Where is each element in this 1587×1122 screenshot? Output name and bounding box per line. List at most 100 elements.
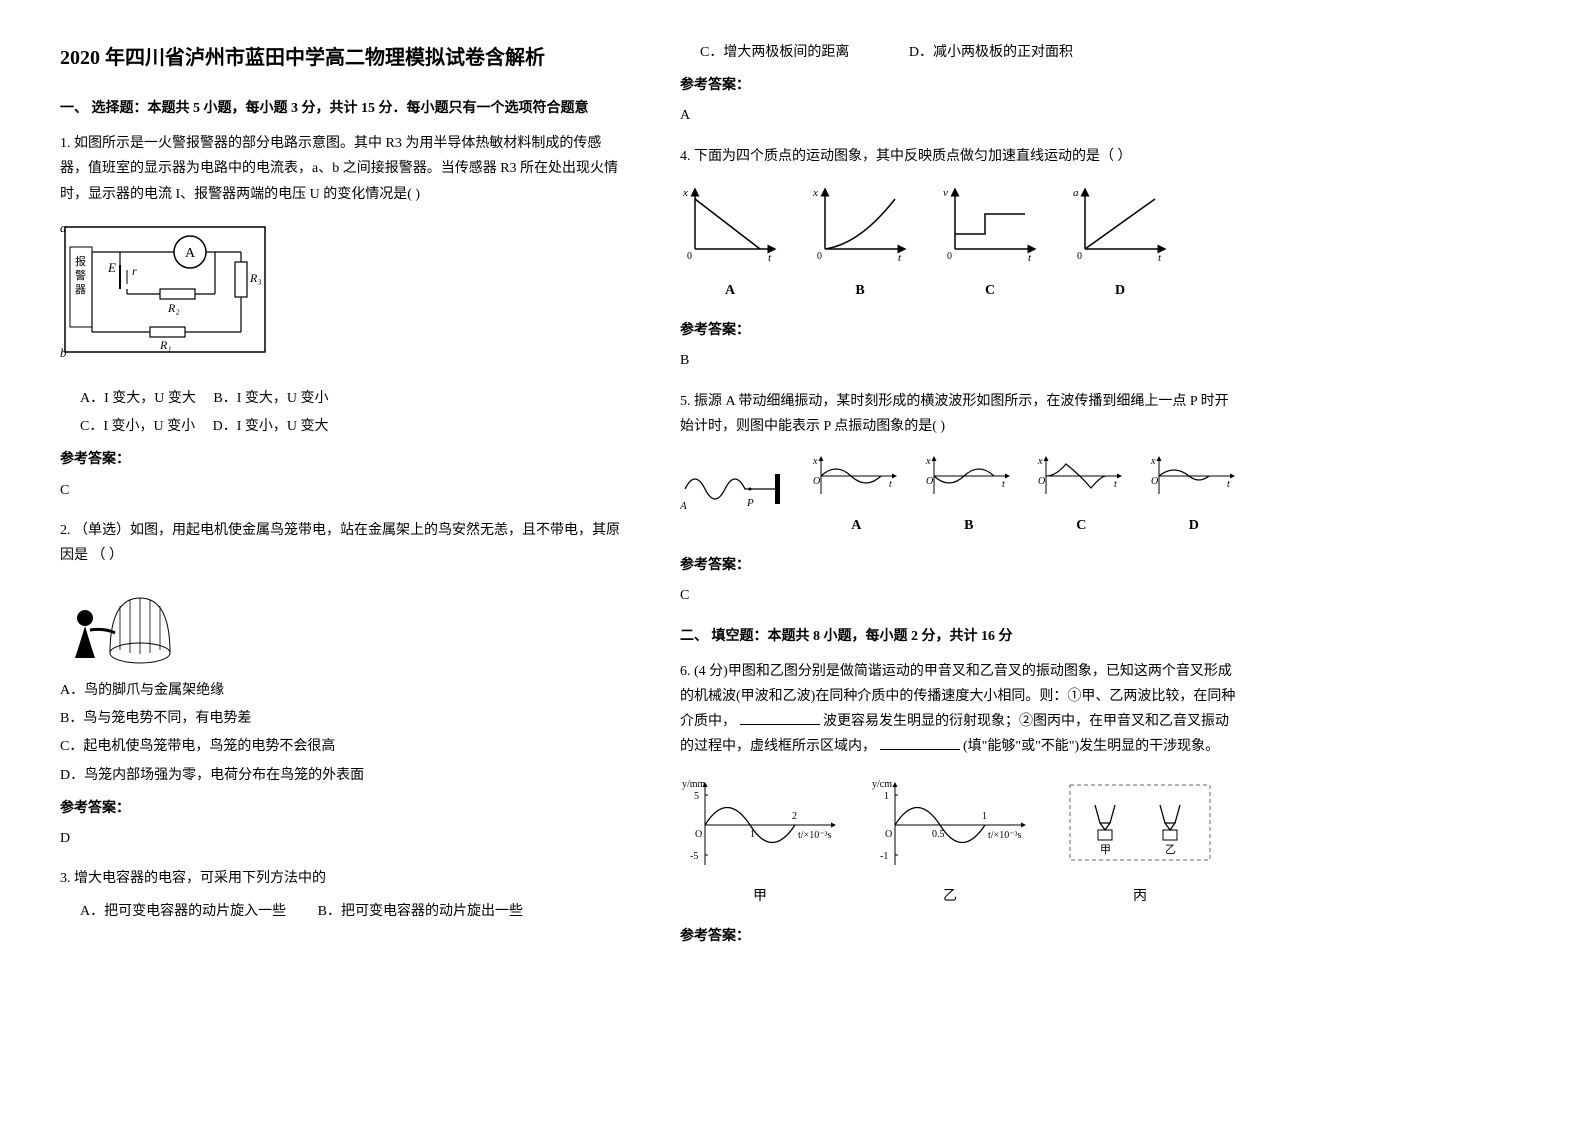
q5-wave-a: x t O A: [810, 454, 903, 538]
svg-text:O: O: [1151, 476, 1158, 487]
q6-text: 6. (4 分)甲图和乙图分别是做简谐运动的甲音叉和乙音叉的振动图象，已知这两个…: [680, 659, 1240, 760]
svg-text:0: 0: [1077, 251, 1082, 262]
q5-answer-label: 参考答案：: [680, 553, 1240, 578]
q3-num: 3.: [60, 871, 71, 886]
q4-chart-d: a t 0 D: [1070, 184, 1170, 303]
svg-text:t: t: [889, 479, 892, 490]
birdcage-svg: [60, 578, 180, 668]
svg-text:O: O: [813, 476, 820, 487]
svg-text:t/×10⁻³s: t/×10⁻³s: [988, 830, 1021, 841]
q1-opt-b: B．I 变大，U 变小: [213, 391, 328, 406]
svg-text:器: 器: [75, 283, 86, 296]
svg-text:P: P: [746, 497, 754, 509]
q4-label-c: C: [940, 278, 1040, 303]
svg-text:x: x: [812, 456, 818, 467]
svg-text:0: 0: [687, 251, 692, 262]
svg-text:t: t: [898, 252, 902, 264]
label-b: b: [60, 345, 67, 360]
left-column: 2020 年四川省泸州市蓝田中学高二物理模拟试卷含解析 一、 选择题：本题共 5…: [60, 40, 620, 964]
q3-body: 增大电容器的电容，可采用下列方法中的: [74, 871, 326, 886]
section-2-title: 二、 填空题：本题共 8 小题，每小题 2 分，共计 16 分: [680, 624, 1240, 649]
svg-text:y/mm: y/mm: [682, 779, 706, 790]
q5-text: 5. 振源 A 带动细绳振动，某时刻形成的横波波形如图所示，在波传播到细绳上一点…: [680, 389, 1240, 439]
svg-text:E: E: [107, 260, 116, 275]
svg-text:y/cm: y/cm: [872, 779, 892, 790]
svg-text:R₃: R₃: [249, 271, 262, 285]
svg-text:x: x: [812, 187, 818, 199]
svg-text:O: O: [885, 829, 892, 840]
q4-label-a: A: [680, 278, 780, 303]
svg-text:O: O: [1038, 476, 1045, 487]
question-2: 2. （单选）如图，用起电机使金属鸟笼带电，站在金属架上的鸟安然无恙，且不带电，…: [60, 518, 620, 852]
q6-chart-bing: 甲 乙 丙: [1060, 775, 1220, 909]
svg-text:R₁: R₁: [159, 338, 172, 352]
q4-answer-label: 参考答案：: [680, 318, 1240, 343]
svg-text:x: x: [925, 456, 931, 467]
q2-body: （单选）如图，用起电机使金属鸟笼带电，站在金属架上的鸟安然无恙，且不带电，其原因…: [60, 523, 620, 563]
q5-wave-c: x t O C: [1035, 454, 1128, 538]
q2-text: 2. （单选）如图，用起电机使金属鸟笼带电，站在金属架上的鸟安然无恙，且不带电，…: [60, 518, 620, 568]
question-1: 1. 如图所示是一火警报警器的部分电路示意图。其中 R3 为用半导体热敏材料制成…: [60, 131, 620, 503]
svg-text:R₂: R₂: [167, 301, 180, 315]
page-title: 2020 年四川省泸州市蓝田中学高二物理模拟试卷含解析: [60, 40, 620, 76]
q3-text: 3. 增大电容器的电容，可采用下列方法中的: [60, 866, 620, 891]
q6-text3: (填"能够"或"不能")发生明显的干涉现象。: [963, 739, 1219, 754]
svg-text:警: 警: [75, 268, 86, 282]
q2-opt-c: C．起电机使鸟笼带电，鸟笼的电势不会很高: [60, 734, 620, 759]
q4-label-d: D: [1070, 278, 1170, 303]
svg-text:x: x: [682, 187, 688, 199]
svg-text:t: t: [1114, 479, 1117, 490]
q5-source-wave: A P: [680, 464, 790, 528]
svg-text:r: r: [132, 264, 137, 278]
svg-text:0: 0: [947, 251, 952, 262]
svg-text:0.5: 0.5: [932, 829, 945, 840]
q4-num: 4.: [680, 149, 691, 164]
svg-text:1: 1: [982, 811, 987, 822]
q3-options-row1: A．把可变电容器的动片旋入一些 B．把可变电容器的动片旋出一些: [80, 899, 620, 924]
svg-text:2: 2: [792, 811, 797, 822]
q1-num: 1.: [60, 136, 71, 151]
svg-text:x: x: [1150, 456, 1156, 467]
svg-text:0: 0: [817, 251, 822, 262]
svg-text:A: A: [680, 500, 687, 512]
q5-label-c: C: [1035, 513, 1128, 538]
question-6: 6. (4 分)甲图和乙图分别是做简谐运动的甲音叉和乙音叉的振动图象，已知这两个…: [680, 659, 1240, 949]
q1-body: 如图所示是一火警报警器的部分电路示意图。其中 R3 为用半导体热敏材料制成的传感…: [60, 136, 618, 201]
svg-text:t: t: [768, 252, 772, 264]
svg-text:t: t: [1158, 252, 1162, 264]
q5-waves: A P x t O A: [680, 454, 1240, 538]
question-4: 4. 下面为四个质点的运动图象，其中反映质点做匀加速直线运动的是（ ） x t …: [680, 144, 1240, 374]
q4-chart-c: v t 0 C: [940, 184, 1040, 303]
section-1-title: 一、 选择题：本题共 5 小题，每小题 3 分，共计 15 分．每小题只有一个选…: [60, 96, 620, 121]
q4-label-b: B: [810, 278, 910, 303]
q5-wave-d: x t O D: [1148, 454, 1241, 538]
q6-blank-1: [740, 711, 820, 725]
q5-label-b: B: [923, 513, 1016, 538]
q4-charts: x t 0 A x t 0 B: [680, 184, 1240, 303]
svg-text:1: 1: [884, 791, 889, 802]
svg-text:O: O: [926, 476, 933, 487]
svg-text:报: 报: [75, 254, 86, 268]
question-3: 3. 增大电容器的电容，可采用下列方法中的 A．把可变电容器的动片旋入一些 B．…: [60, 866, 620, 924]
q4-text: 4. 下面为四个质点的运动图象，其中反映质点做匀加速直线运动的是（ ）: [680, 144, 1240, 169]
q5-label-a: A: [810, 513, 903, 538]
q1-answer-label: 参考答案：: [60, 447, 620, 472]
svg-text:-1: -1: [880, 851, 888, 862]
q4-chart-b: x t 0 B: [810, 184, 910, 303]
q6-charts: y/mm t/×10⁻³s 5 -5 O 1 2 甲: [680, 775, 1240, 909]
q4-body: 下面为四个质点的运动图象，其中反映质点做匀加速直线运动的是（ ）: [694, 149, 1132, 164]
svg-text:t: t: [1227, 479, 1230, 490]
q2-options: A．鸟的脚爪与金属架绝缘 B．鸟与笼电势不同，有电势差 C．起电机使鸟笼带电，鸟…: [60, 678, 620, 788]
q6-label-yi: 乙: [870, 884, 1030, 909]
svg-text:t/×10⁻³s: t/×10⁻³s: [798, 830, 831, 841]
q3-opt-b: B．把可变电容器的动片旋出一些: [318, 904, 523, 919]
question-5: 5. 振源 A 带动细绳振动，某时刻形成的横波波形如图所示，在波传播到细绳上一点…: [680, 389, 1240, 609]
q6-label-bing: 丙: [1060, 884, 1220, 909]
q5-answer: C: [680, 583, 1240, 608]
q2-opt-a: A．鸟的脚爪与金属架绝缘: [60, 678, 620, 703]
q1-answer: C: [60, 478, 620, 503]
q5-label-d: D: [1148, 513, 1241, 538]
q5-num: 5.: [680, 394, 691, 409]
q5-wave-b: x t O B: [923, 454, 1016, 538]
svg-text:v: v: [943, 187, 948, 199]
